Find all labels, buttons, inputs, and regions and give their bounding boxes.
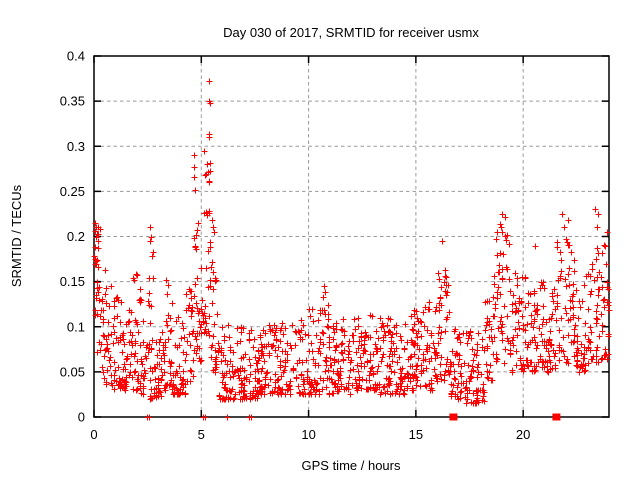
x-tick-label: 15 <box>409 427 423 442</box>
y-tick-label: 0.15 <box>60 274 85 289</box>
y-tick-label: 0.2 <box>67 229 85 244</box>
data-points <box>91 78 613 421</box>
y-tick-label: 0.3 <box>67 139 85 154</box>
y-tick-label: 0.35 <box>60 94 85 109</box>
y-tick-label: 0.25 <box>60 184 85 199</box>
y-tick-label: 0.1 <box>67 319 85 334</box>
x-tick-label: 5 <box>198 427 205 442</box>
baseline-cluster-square <box>449 413 458 421</box>
x-axis-label: GPS time / hours <box>302 458 401 473</box>
plot-border <box>93 55 610 418</box>
baseline-cluster-square <box>552 413 561 421</box>
y-axis-label: SRMTID / TECUs <box>9 184 24 287</box>
scatter-points <box>91 78 613 421</box>
y-tick-labels: 0 0.05 0.1 0.15 0.2 0.25 0.3 0.35 0.4 <box>60 49 85 425</box>
x-tick-label: 20 <box>516 427 530 442</box>
y-tick-label: 0.4 <box>67 49 85 64</box>
x-tick-labels: 0 5 10 15 20 <box>90 427 530 442</box>
y-tick-label: 0 <box>78 410 85 425</box>
x-tick-label: 10 <box>301 427 315 442</box>
x-tick-label: 0 <box>90 427 97 442</box>
y-tick-label: 0.05 <box>60 364 85 379</box>
chart-title: Day 030 of 2017, SRMTID for receiver usm… <box>223 25 479 40</box>
